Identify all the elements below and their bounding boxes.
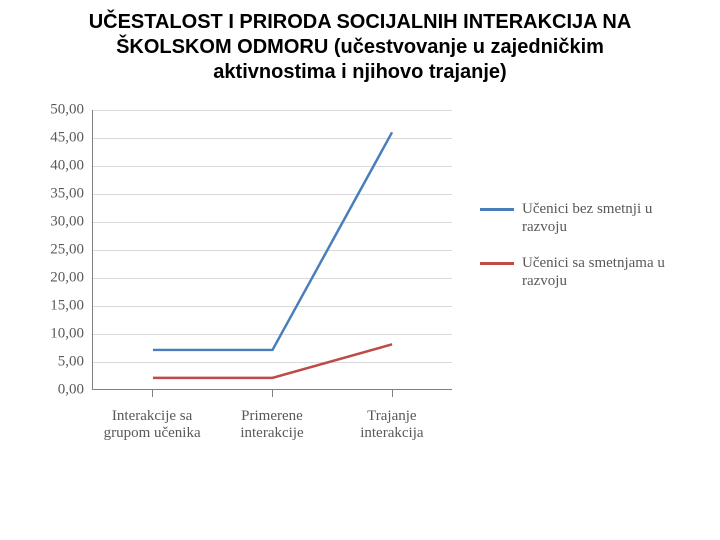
y-tick-label: 30,00 (30, 214, 84, 231)
legend-label: Učenici bez smetnji u razvoju (522, 200, 680, 236)
chart-area: 0,00 5,00 10,00 15,00 20,00 25,00 30,00 35,00 40… (30, 110, 690, 470)
y-tick-label: 45,00 (30, 130, 84, 147)
y-tick-label: 5,00 (30, 354, 84, 371)
y-tick-label: 25,00 (30, 242, 84, 259)
x-tick-label: Trajanjeinterakcija (332, 408, 452, 443)
y-tick-label: 50,00 (30, 102, 84, 119)
y-tick-label: 35,00 (30, 186, 84, 203)
title-line-2: ŠKOLSKOM ODMORU (učestvovanje u zajednič… (40, 35, 680, 60)
y-axis-ticks: 0,005,0010,0015,0020,0025,0030,0035,0040… (30, 110, 90, 390)
series-lines (93, 110, 452, 389)
legend-item: Učenici sa smetnjama u razvoju (480, 254, 680, 290)
legend-item: Učenici bez smetnji u razvoju (480, 200, 680, 236)
x-tick-mark (392, 390, 393, 397)
y-tick-label: 0,00 (30, 382, 84, 399)
y-tick-label: 20,00 (30, 270, 84, 287)
y-tick-label: 10,00 (30, 326, 84, 343)
legend-label: Učenici sa smetnjama u razvoju (522, 254, 680, 290)
chart-legend: Učenici bez smetnji u razvoju Učenici sa … (480, 200, 680, 308)
x-tick-mark (272, 390, 273, 397)
chart-title: UČESTALOST I PRIRODA SOCIJALNIH INTERAKC… (0, 0, 720, 91)
legend-swatch (480, 208, 514, 211)
series-line (153, 132, 392, 350)
y-tick-label: 40,00 (30, 158, 84, 175)
title-line-1: UČESTALOST I PRIRODA SOCIJALNIH INTERAKC… (40, 10, 680, 35)
y-tick-label: 15,00 (30, 298, 84, 315)
legend-swatch (480, 262, 514, 265)
x-axis-labels: Interakcije sagrupom učenikaPrimereneint… (92, 408, 452, 468)
x-tick-label: Interakcije sagrupom učenika (92, 408, 212, 443)
plot-area (92, 110, 452, 390)
title-line-3: aktivnostima i njihovo trajanje) (40, 60, 680, 85)
x-tick-mark (152, 390, 153, 397)
x-tick-label: Primereneinterakcije (212, 408, 332, 443)
